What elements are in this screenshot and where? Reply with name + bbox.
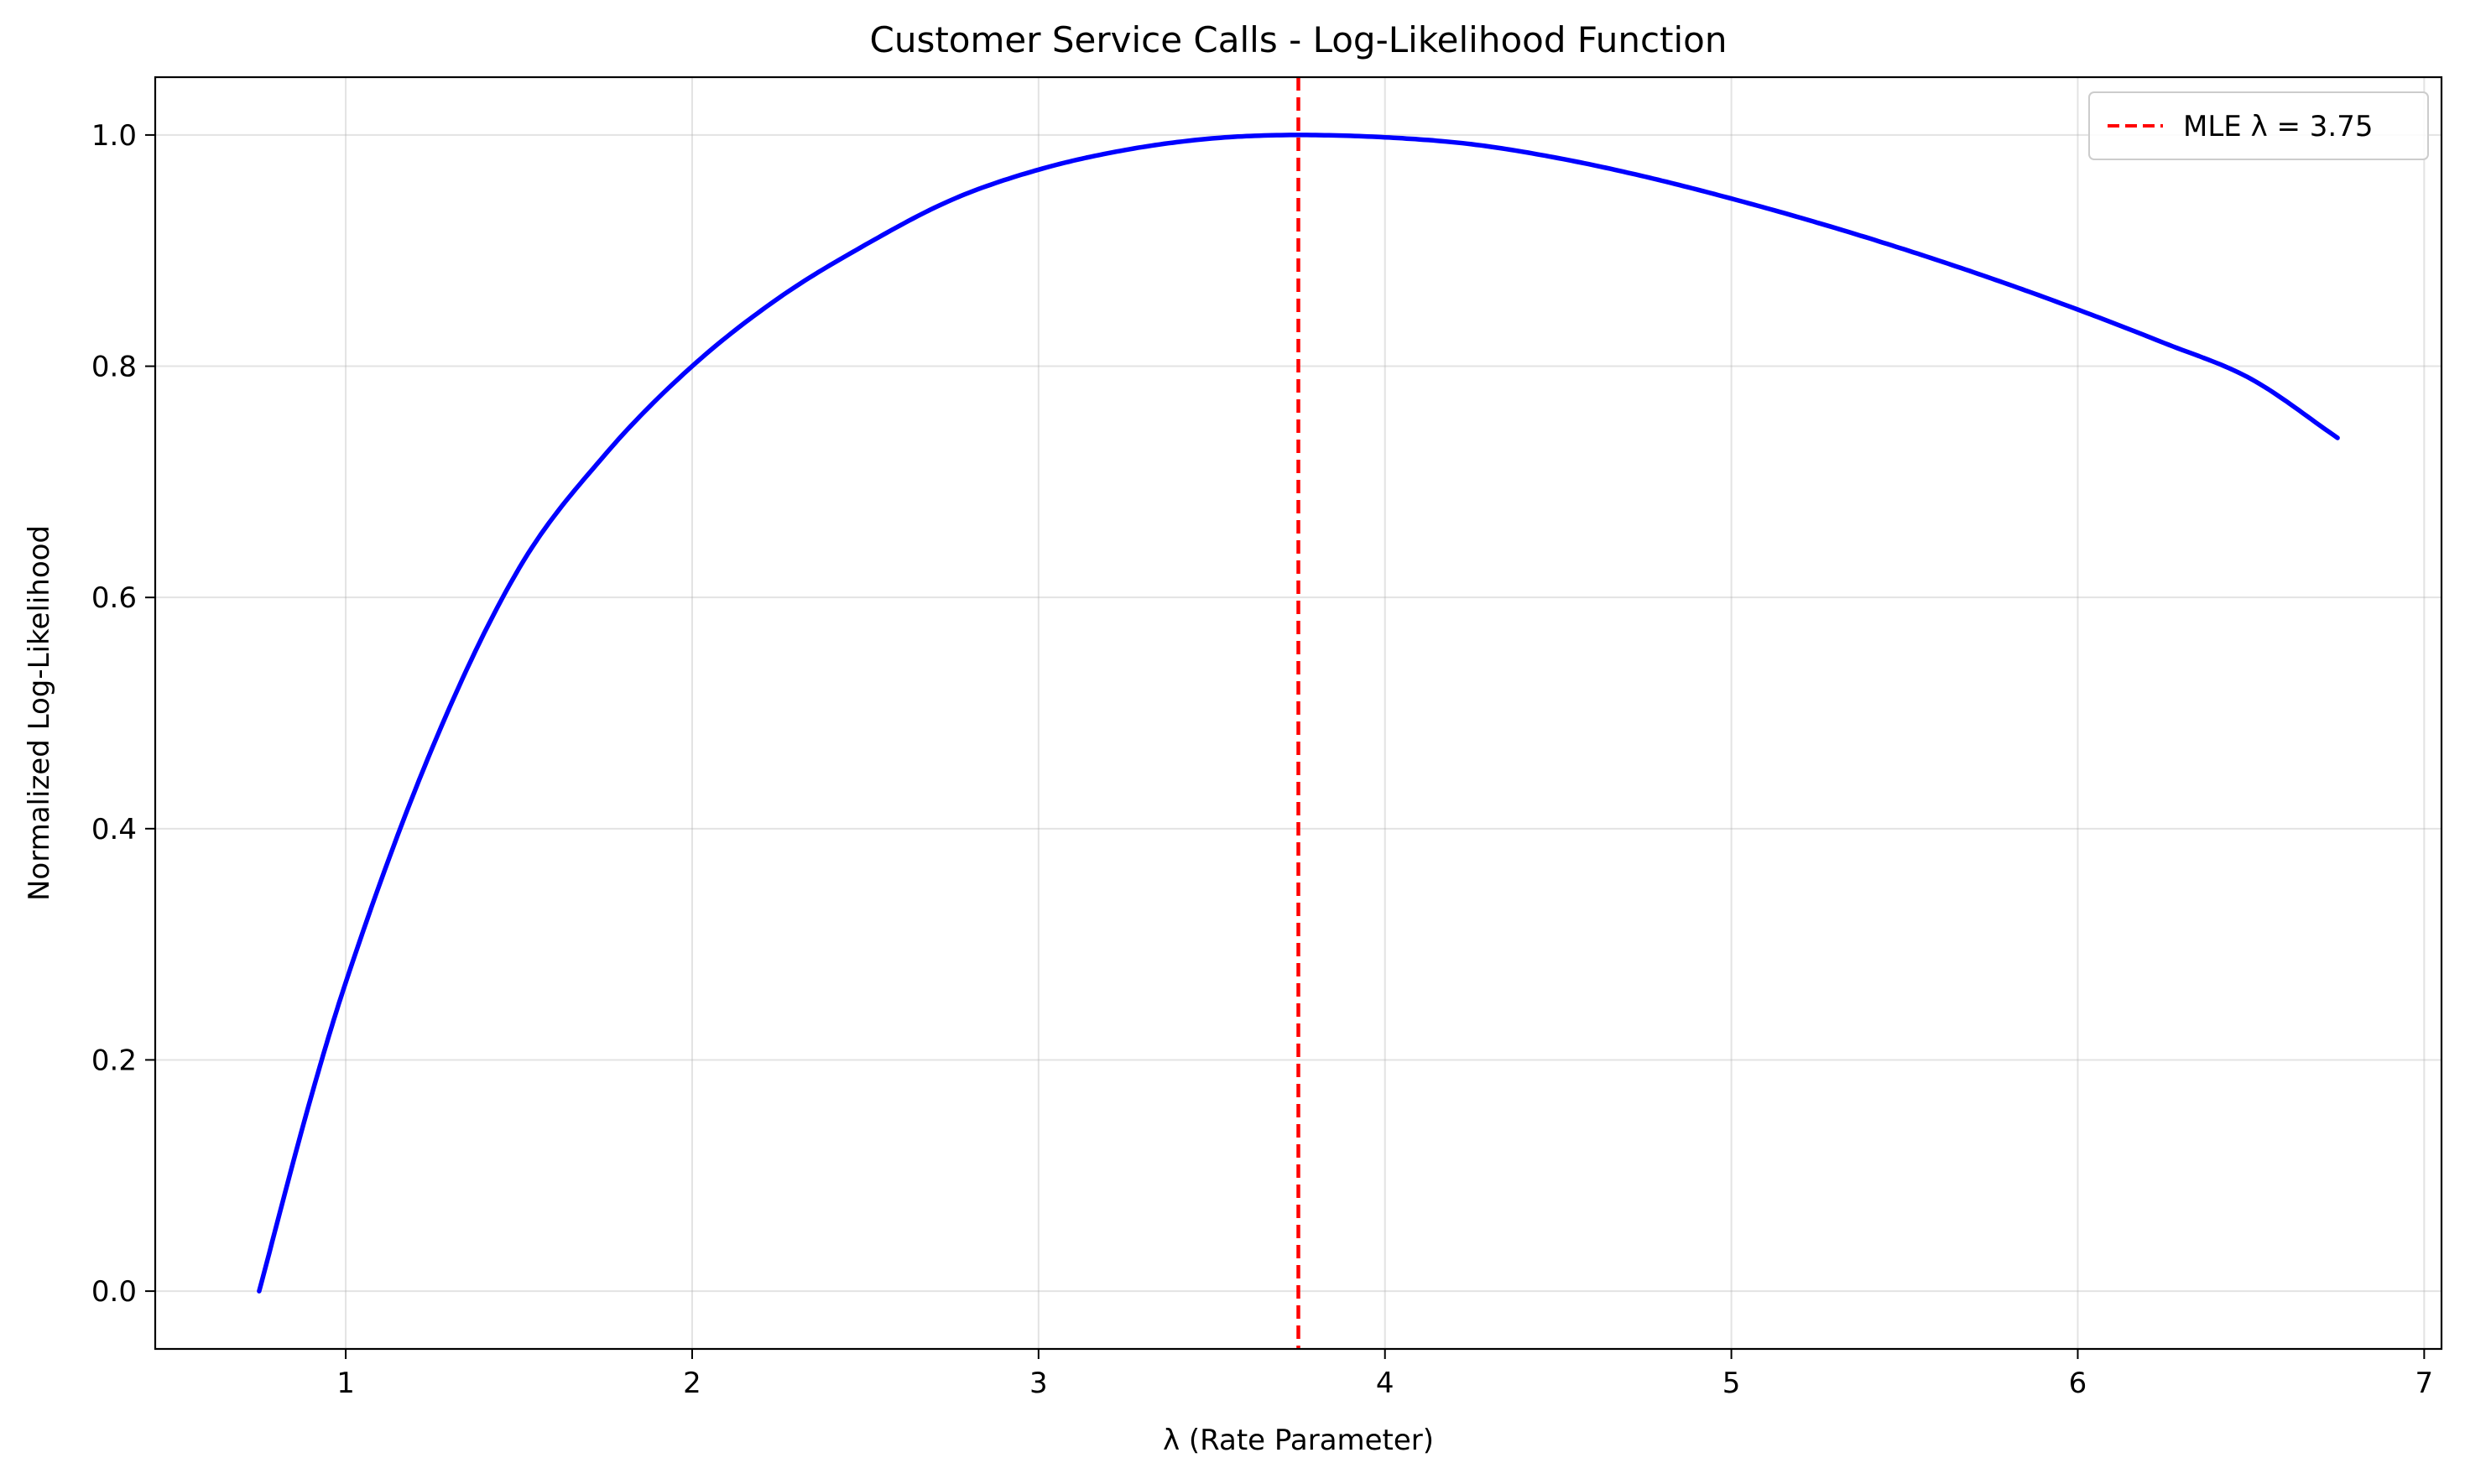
x-axis-ticks: 1 2 3 4 5 6 7	[336, 1349, 2433, 1400]
y-axis-label: Normalized Log-Likelihood	[23, 525, 56, 901]
log-likelihood-curve	[257, 133, 2340, 1294]
y-tick-label: 0.6	[91, 581, 137, 615]
y-tick-label: 0.4	[91, 813, 137, 846]
x-tick-label: 3	[1029, 1367, 1048, 1400]
x-axis-label: λ (Rate Parameter)	[1163, 1424, 1434, 1457]
legend: MLE λ = 3.75	[2088, 91, 2429, 160]
y-tick-label: 0.2	[91, 1044, 137, 1077]
x-tick-label: 1	[336, 1367, 355, 1400]
x-tick-label: 4	[1376, 1367, 1394, 1400]
y-axis-ticks: 0.0 0.2 0.4 0.6 0.8 1.0	[91, 119, 155, 1309]
x-tick-label: 5	[1722, 1367, 1741, 1400]
x-tick-label: 2	[683, 1367, 701, 1400]
y-tick-label: 1.0	[91, 119, 137, 153]
x-tick-label: 6	[2069, 1367, 2087, 1400]
legend-box	[2088, 91, 2429, 160]
plot-frame	[154, 76, 2443, 1351]
legend-label-mle: MLE λ = 3.75	[2183, 110, 2374, 143]
y-tick-label: 0.0	[91, 1275, 137, 1309]
x-tick-label: 7	[2415, 1367, 2434, 1400]
series-layer	[257, 77, 2340, 1349]
y-tick-label: 0.8	[91, 351, 137, 384]
chart-title: Customer Service Calls - Log-Likelihood …	[870, 19, 1728, 60]
